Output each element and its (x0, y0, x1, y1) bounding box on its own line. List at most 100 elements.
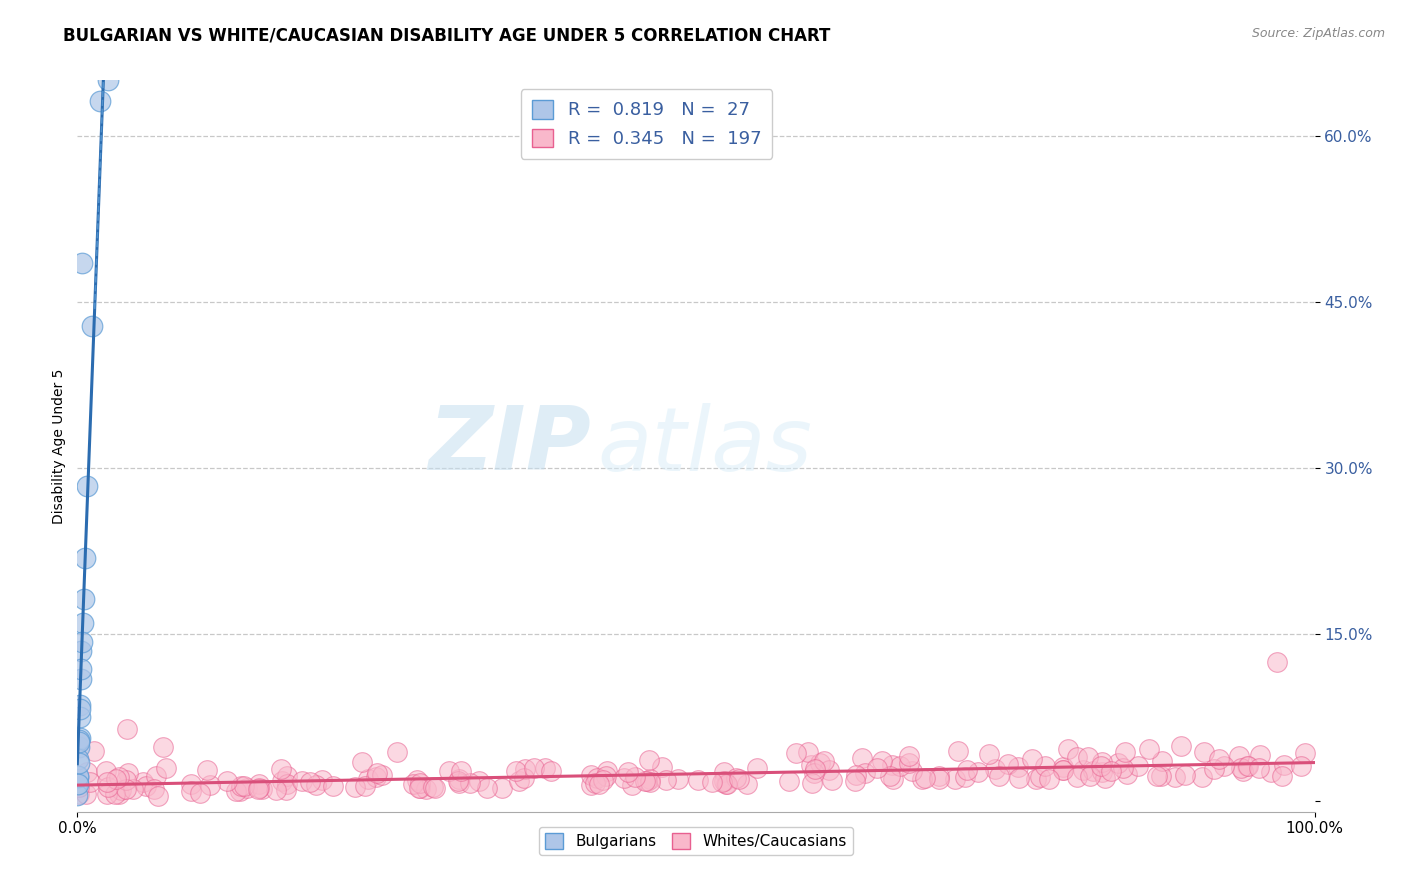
Point (1230, 761, 1253, 775)
Point (714, 777, 737, 791)
Point (142, 781, 165, 796)
Point (1236, 759, 1258, 773)
Point (956, 763, 979, 777)
Point (135, 780, 157, 794)
Point (458, 776, 481, 790)
Point (231, 779, 253, 793)
Point (943, 772, 966, 786)
Point (914, 771, 936, 785)
Point (1191, 770, 1213, 784)
Point (911, 772, 934, 786)
Point (967, 764, 990, 779)
Point (276, 777, 298, 791)
Point (882, 772, 904, 787)
Point (73, 591, 96, 606)
Point (477, 781, 499, 796)
Point (70, 644, 93, 658)
Point (979, 747, 1001, 762)
Point (121, 782, 143, 797)
Point (508, 774, 530, 789)
Point (1150, 769, 1173, 783)
Point (225, 783, 247, 797)
Point (818, 764, 841, 778)
Point (1071, 764, 1094, 778)
Point (343, 780, 366, 794)
Point (274, 783, 297, 797)
Point (276, 769, 298, 783)
Point (1137, 741, 1160, 756)
Point (595, 764, 617, 779)
Point (67, 739, 90, 754)
Point (1294, 746, 1316, 760)
Point (1237, 759, 1260, 773)
Point (1267, 655, 1289, 669)
Point (588, 777, 610, 791)
Point (298, 775, 321, 789)
Point (1227, 749, 1250, 764)
Point (540, 764, 562, 779)
Point (155, 760, 177, 774)
Point (117, 765, 139, 780)
Point (640, 774, 662, 789)
Point (246, 781, 269, 796)
Point (67, 756, 90, 770)
Point (66, 789, 89, 803)
Point (1090, 759, 1112, 773)
Point (70, 662, 93, 676)
Point (1077, 750, 1099, 764)
Point (1029, 770, 1052, 784)
Point (725, 771, 748, 785)
Point (198, 779, 221, 793)
Point (291, 774, 314, 789)
Point (97, 780, 120, 794)
Point (69, 731, 91, 745)
Point (449, 772, 471, 786)
Point (422, 780, 444, 794)
Point (1091, 755, 1114, 769)
Point (402, 777, 425, 791)
Point (1271, 768, 1294, 782)
Point (797, 745, 820, 759)
Point (747, 762, 769, 776)
Point (1212, 759, 1234, 773)
Legend: Bulgarians, Whites/Caucasians: Bulgarians, Whites/Caucasians (538, 827, 853, 855)
Point (713, 764, 735, 779)
Point (405, 773, 427, 788)
Point (96, 787, 118, 801)
Point (357, 772, 380, 786)
Point (104, 787, 127, 801)
Point (67, 769, 90, 783)
Point (115, 782, 138, 797)
Point (889, 759, 911, 773)
Point (152, 739, 174, 754)
Point (845, 767, 868, 781)
Point (232, 779, 254, 793)
Point (89, 94, 111, 108)
Point (132, 775, 155, 789)
Point (702, 774, 724, 789)
Point (1033, 759, 1056, 773)
Point (688, 772, 710, 787)
Point (94, 764, 117, 778)
Point (82, 319, 104, 334)
Point (108, 770, 131, 784)
Point (813, 754, 835, 768)
Point (76, 479, 98, 493)
Point (228, 784, 250, 798)
Point (1249, 748, 1271, 763)
Point (579, 768, 602, 782)
Point (215, 774, 238, 789)
Point (583, 776, 606, 790)
Point (1066, 770, 1088, 784)
Point (1126, 759, 1149, 773)
Point (613, 771, 636, 785)
Point (115, 773, 138, 788)
Point (72, 615, 94, 630)
Point (66, 777, 89, 791)
Point (785, 746, 807, 760)
Point (425, 781, 447, 796)
Point (1116, 767, 1139, 781)
Point (1091, 765, 1114, 780)
Point (1099, 764, 1122, 778)
Point (1056, 742, 1078, 756)
